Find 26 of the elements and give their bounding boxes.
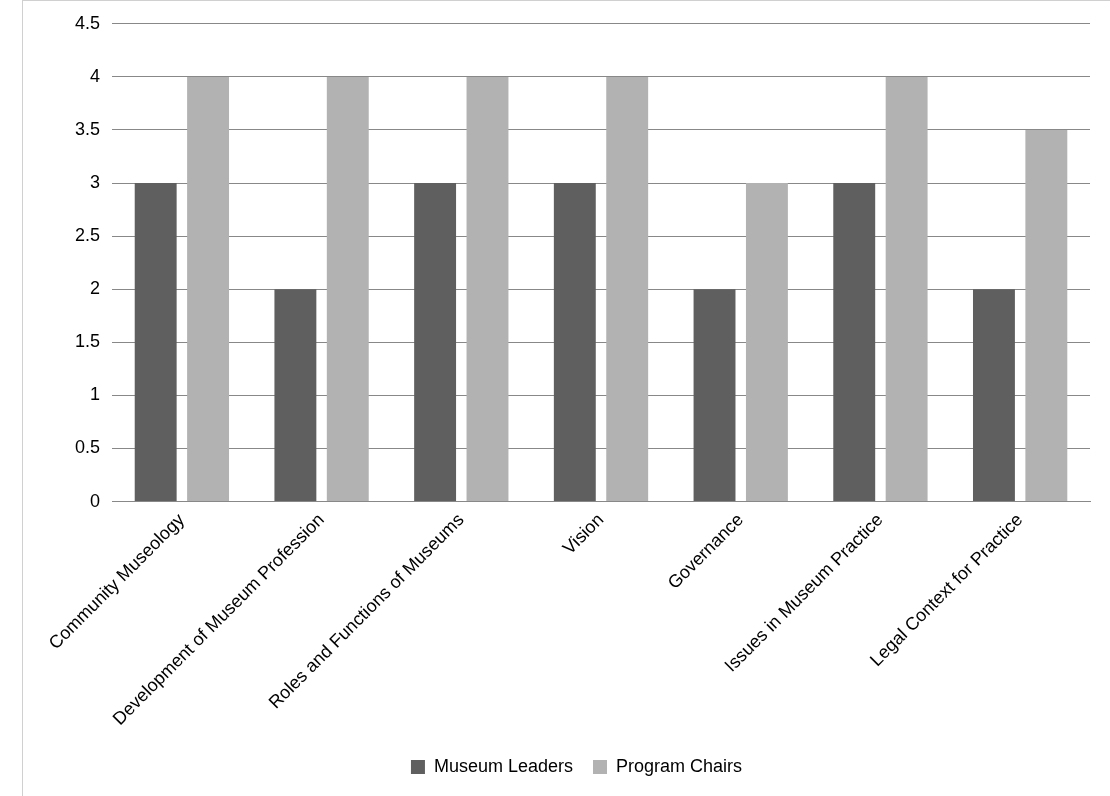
bar xyxy=(466,76,509,502)
y-tick-label: 0.5 xyxy=(74,437,101,458)
bar xyxy=(972,289,1015,502)
bar xyxy=(414,183,457,502)
bar xyxy=(693,289,736,502)
bar xyxy=(1025,129,1068,502)
y-tick-label: 4.5 xyxy=(74,12,101,33)
y-tick-label: 4 xyxy=(90,65,101,86)
y-tick-label: 1 xyxy=(90,384,101,405)
bar xyxy=(134,183,177,502)
bar xyxy=(885,76,928,502)
y-tick-label: 2.5 xyxy=(74,225,101,246)
y-tick-label: 3 xyxy=(90,172,101,193)
y-tick-label: 2 xyxy=(90,278,101,299)
bar xyxy=(833,183,876,502)
bar xyxy=(274,289,317,502)
legend-label: Museum Leaders xyxy=(433,755,574,776)
legend-label: Program Chairs xyxy=(616,755,743,776)
y-tick-label: 1.5 xyxy=(74,331,101,352)
bar xyxy=(745,183,788,502)
bar xyxy=(326,76,369,502)
bar xyxy=(187,76,230,502)
y-tick-label: 3.5 xyxy=(74,118,101,139)
y-tick-label: 0 xyxy=(90,490,101,511)
bar xyxy=(606,76,649,502)
bar xyxy=(553,183,596,502)
